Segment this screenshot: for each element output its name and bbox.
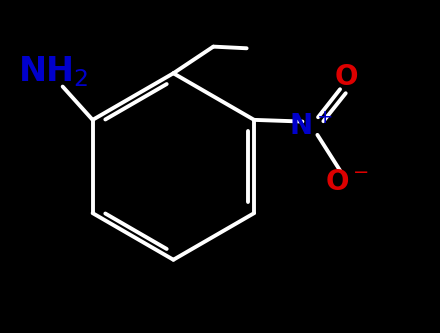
Text: NH$_2$: NH$_2$ bbox=[18, 54, 88, 89]
Text: N$^+$: N$^+$ bbox=[289, 113, 333, 141]
Text: O: O bbox=[335, 63, 359, 91]
Text: O$^-$: O$^-$ bbox=[326, 168, 369, 196]
